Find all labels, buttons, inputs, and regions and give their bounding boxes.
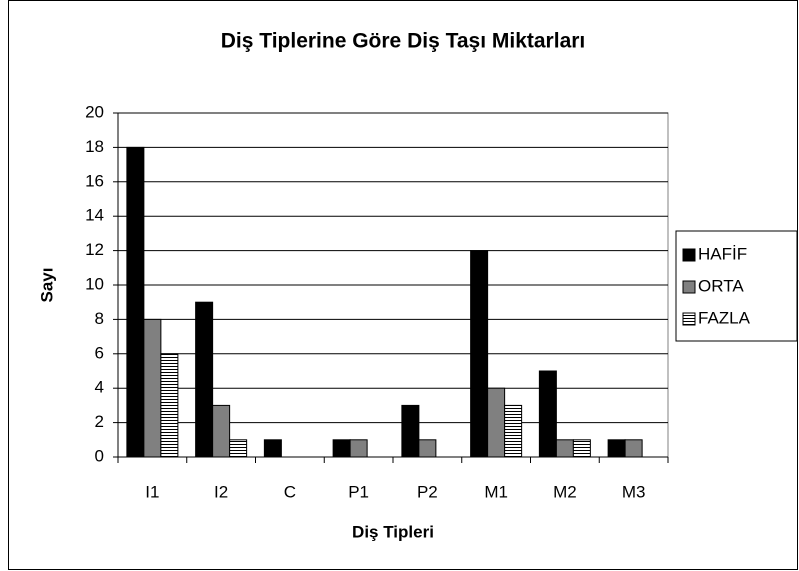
x-tick-label: M3 [622,482,646,501]
bar [418,439,437,458]
x-tick-label: C [284,482,296,501]
legend-label: FAZLA [698,308,751,327]
x-tick-label: I2 [214,482,228,501]
legend-swatch [682,248,696,262]
legend-label: ORTA [698,276,744,295]
x-axis-label: Diş Tipleri [352,522,434,541]
bar [212,404,231,458]
y-tick-label: 8 [95,309,104,328]
y-tick-label: 4 [95,378,104,397]
y-tick-label: 16 [85,171,104,190]
y-tick-label: 18 [85,137,104,156]
bar [607,439,626,458]
y-tick-label: 14 [85,206,104,225]
y-axis-label: Sayı [37,268,56,303]
bar [572,439,591,458]
bar [332,439,351,458]
bar [263,439,282,458]
bar [349,439,368,458]
bar [401,404,420,458]
y-tick-label: 0 [95,446,104,465]
x-tick-label: M2 [553,482,577,501]
legend-swatch [682,312,696,326]
y-tick-label: 2 [95,412,104,431]
legend-box [675,230,798,342]
legend-label: HAFİF [698,244,747,263]
x-tick-label: P2 [417,482,438,501]
bar [143,318,162,458]
bar [555,439,574,458]
bar [624,439,643,458]
y-tick-label: 20 [85,102,104,121]
x-tick-label: P1 [348,482,369,501]
y-tick-label: 6 [95,343,104,362]
x-tick-label: M1 [484,482,508,501]
legend-swatch [682,280,696,294]
y-tick-label: 12 [85,240,104,259]
bar [160,353,179,458]
bar [126,146,145,458]
bar [229,439,248,458]
bar [504,404,523,458]
chart-title: Diş Tiplerine Göre Diş Taşı Miktarları [221,30,586,53]
bar [195,301,214,458]
bar [470,250,489,458]
bar [487,387,506,458]
x-tick-label: I1 [145,482,159,501]
y-tick-label: 10 [85,274,104,293]
bar [538,370,557,458]
